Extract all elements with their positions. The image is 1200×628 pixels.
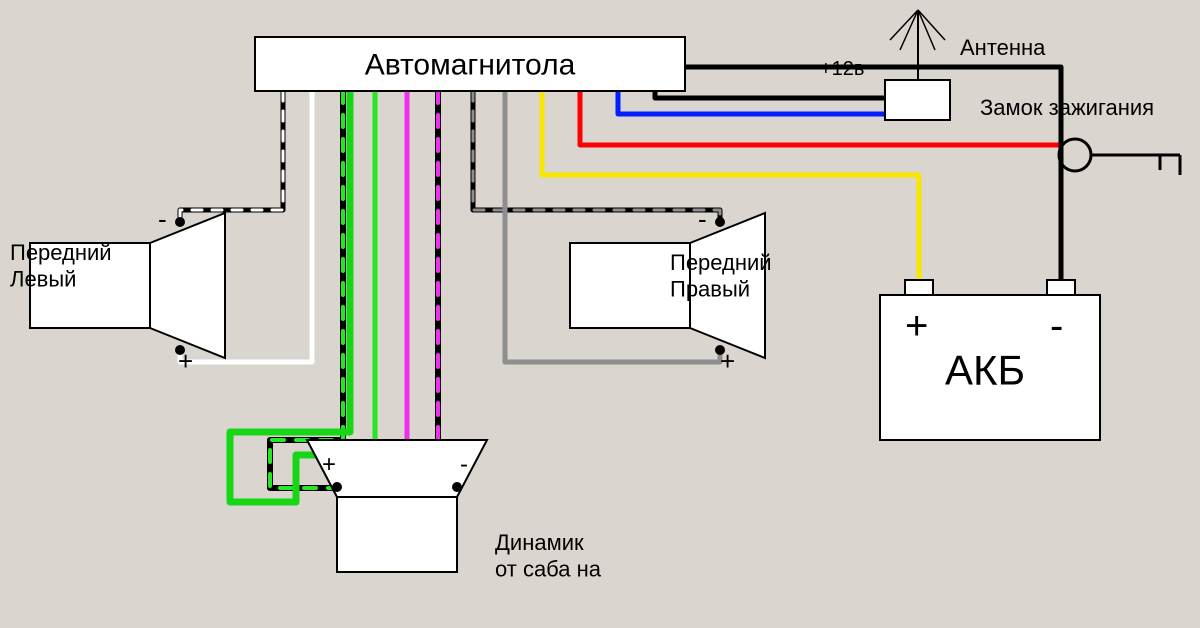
battery-label: АКБ (945, 347, 1025, 394)
speaker-sub-label: Динамик (495, 530, 584, 555)
plus12v-label: +12в (820, 58, 865, 80)
speaker-sub-magnet (337, 497, 457, 572)
antenna-label: Антенна (960, 35, 1046, 60)
speaker-front-left-plus-sign: + (178, 346, 193, 376)
speaker-front-left-minus-sign: - (158, 204, 167, 234)
speaker-sub-minus-sign: - (460, 451, 468, 478)
speaker-front-right-label: Передний (670, 250, 772, 275)
battery-plus-terminal (905, 280, 933, 295)
speaker-front-left-neg-terminal (175, 217, 185, 227)
speaker-front-right-label: Правый (670, 276, 750, 301)
speaker-sub-neg-terminal (452, 482, 462, 492)
battery-minus-terminal (1047, 280, 1075, 295)
battery-minus-sign: - (1050, 304, 1063, 348)
wiring-diagram: Автомагнитола Антенна +12в Замок зажигания +… (0, 0, 1200, 628)
speaker-front-right-minus-sign: - (698, 204, 707, 234)
speaker-front-left-label: Передний (10, 240, 112, 265)
head-unit-title: Автомагнитола (365, 49, 576, 82)
speaker-sub-label: от саба на (495, 556, 602, 581)
battery-plus-sign: + (905, 304, 928, 348)
speaker-sub-pos-terminal (332, 482, 342, 492)
speaker-front-right-plus-sign: + (720, 346, 735, 376)
speaker-front-right-neg-terminal (715, 217, 725, 227)
ignition-label: Замок зажигания (980, 95, 1154, 120)
antenna-module (885, 80, 950, 120)
speaker-sub-plus-sign: + (322, 451, 336, 478)
speaker-front-left-label: Левый (10, 266, 76, 291)
